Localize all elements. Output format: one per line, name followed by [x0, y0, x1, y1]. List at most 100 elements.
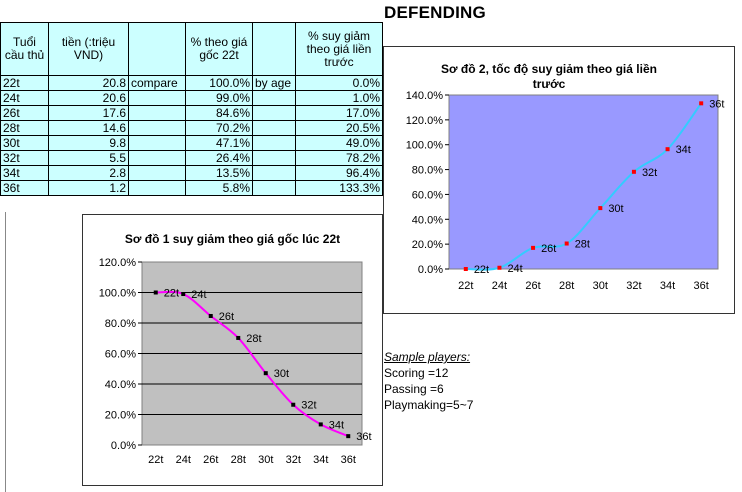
cell-pct-drop[interactable]: 20.5% — [295, 120, 383, 136]
cell-pct-base[interactable]: 26.4% — [185, 150, 253, 166]
y-tick-label: 100.0% — [406, 140, 444, 152]
cell-pct-drop[interactable]: 96.4% — [295, 165, 383, 181]
col-header-blank-2[interactable] — [252, 22, 296, 76]
cell-pct-base[interactable]: 84.6% — [185, 105, 253, 121]
cell-pct-drop[interactable]: 49.0% — [295, 135, 383, 151]
data-point — [346, 434, 351, 439]
y-tick-label: 140.0% — [406, 90, 444, 102]
data-point — [291, 402, 296, 407]
cell-by-age[interactable] — [252, 180, 296, 196]
col-header-money[interactable]: tiền (:triệu VND) — [48, 22, 129, 76]
cell-compare[interactable] — [128, 90, 186, 106]
cell-money[interactable]: 14.6 — [48, 120, 129, 136]
y-tick-label: 40.0% — [412, 214, 443, 226]
cell-pct-drop[interactable]: 133.3% — [295, 180, 383, 196]
x-tick-label: 34t — [660, 280, 675, 292]
data-point — [153, 290, 158, 295]
cell-pct-base[interactable]: 5.8% — [185, 180, 253, 196]
chart-1-box[interactable]: Sơ đồ 1 suy giảm theo giá gốc lúc 22t 0.… — [82, 214, 383, 486]
cell-by-age[interactable] — [252, 105, 296, 121]
data-point — [263, 371, 268, 376]
cell-pct-base[interactable]: 70.2% — [185, 120, 253, 136]
y-tick-label: 100.0% — [99, 288, 137, 300]
cell-by-age[interactable] — [252, 150, 296, 166]
data-label: 34t — [676, 144, 691, 156]
data-label: 22t — [164, 288, 179, 300]
cell-age[interactable]: 26t — [0, 105, 49, 121]
data-label: 32t — [301, 400, 316, 412]
data-label: 24t — [507, 263, 522, 275]
col-header-pct-drop[interactable]: % suy giảm theo giá liền trước — [295, 22, 383, 76]
cell-money[interactable]: 1.2 — [48, 180, 129, 196]
data-label: 36t — [356, 431, 371, 443]
cell-age[interactable]: 24t — [0, 90, 49, 106]
cell-by-age[interactable] — [252, 120, 296, 136]
data-point — [208, 313, 213, 318]
table-row: 36t 1.2 5.8% 133.3% — [0, 180, 383, 196]
cell-money[interactable]: 2.8 — [48, 165, 129, 181]
cell-age[interactable]: 30t — [0, 135, 49, 151]
data-label: 26t — [541, 243, 556, 255]
chart-2-box[interactable]: Sơ đồ 2, tốc độ suy giảm theo giá liền t… — [383, 46, 735, 314]
cell-money[interactable]: 17.6 — [48, 105, 129, 121]
page-title: DEFENDING — [384, 3, 486, 22]
x-tick-label: 36t — [694, 280, 709, 292]
data-point — [598, 206, 603, 211]
cell-by-age[interactable]: by age — [252, 75, 296, 91]
cell-compare[interactable] — [128, 105, 186, 121]
cell-pct-drop[interactable]: 1.0% — [295, 90, 383, 106]
cell-compare[interactable]: compare — [128, 75, 186, 91]
y-tick-label: 120.0% — [99, 257, 137, 269]
y-tick-label: 80.0% — [105, 318, 136, 330]
cell-pct-drop[interactable]: 17.0% — [295, 105, 383, 121]
sample-players-heading: Sample players: — [384, 350, 471, 364]
cell-age[interactable]: 22t — [0, 75, 49, 91]
col-header-pct-base[interactable]: % theo giá gốc 22t — [185, 22, 253, 76]
col-header-age[interactable]: Tuổi cầu thủ — [0, 22, 49, 76]
cell-pct-drop[interactable]: 0.0% — [295, 75, 383, 91]
data-label: 26t — [219, 311, 234, 323]
data-point — [181, 292, 186, 297]
cell-pct-base[interactable]: 99.0% — [185, 90, 253, 106]
chart-1-title: Sơ đồ 1 suy giảm theo giá gốc lúc 22t — [124, 232, 341, 246]
cell-compare[interactable] — [128, 135, 186, 151]
cell-pct-base[interactable]: 47.1% — [185, 135, 253, 151]
cell-money[interactable]: 20.6 — [48, 90, 129, 106]
table-row: 28t 14.6 70.2% 20.5% — [0, 120, 383, 136]
sheet-gridline — [0, 212, 6, 492]
cell-age[interactable]: 28t — [0, 120, 49, 136]
cell-age[interactable]: 32t — [0, 150, 49, 166]
data-point — [631, 169, 636, 174]
cell-money[interactable]: 20.8 — [48, 75, 129, 91]
data-point — [463, 267, 468, 271]
cell-age[interactable]: 34t — [0, 165, 49, 181]
cell-by-age[interactable] — [252, 135, 296, 151]
chart-2-title: Sơ đồ 2, tốc độ suy giảm theo giá liền t… — [441, 62, 657, 91]
cell-money[interactable]: 9.8 — [48, 135, 129, 151]
data-table: Tuổi cầu thủ tiền (:triệu VND) % theo gi… — [0, 22, 383, 196]
data-point — [531, 245, 536, 250]
data-label: 30t — [274, 368, 289, 380]
cell-compare[interactable] — [128, 120, 186, 136]
cell-pct-base[interactable]: 100.0% — [185, 75, 253, 91]
cell-by-age[interactable] — [252, 90, 296, 106]
col-header-blank-1[interactable] — [128, 22, 186, 76]
cell-compare[interactable] — [128, 165, 186, 181]
cell-money[interactable]: 5.5 — [48, 150, 129, 166]
cell-age[interactable]: 36t — [0, 180, 49, 196]
cell-compare[interactable] — [128, 150, 186, 166]
x-tick-label: 28t — [231, 454, 246, 466]
sample-line-scoring: Scoring =12 — [384, 366, 449, 380]
data-point — [236, 335, 241, 340]
cell-pct-drop[interactable]: 78.2% — [295, 150, 383, 166]
table-row: 30t 9.8 47.1% 49.0% — [0, 135, 383, 151]
cell-by-age[interactable] — [252, 165, 296, 181]
x-tick-label: 22t — [148, 454, 163, 466]
cell-pct-base[interactable]: 13.5% — [185, 165, 253, 181]
data-label: 28t — [575, 239, 590, 251]
data-label: 22t — [474, 264, 489, 276]
sample-players: Sample players: Scoring =12 Passing =6 P… — [384, 349, 473, 413]
table-row: 26t 17.6 84.6% 17.0% — [0, 105, 383, 121]
cell-compare[interactable] — [128, 180, 186, 196]
x-tick-label: 32t — [626, 280, 641, 292]
